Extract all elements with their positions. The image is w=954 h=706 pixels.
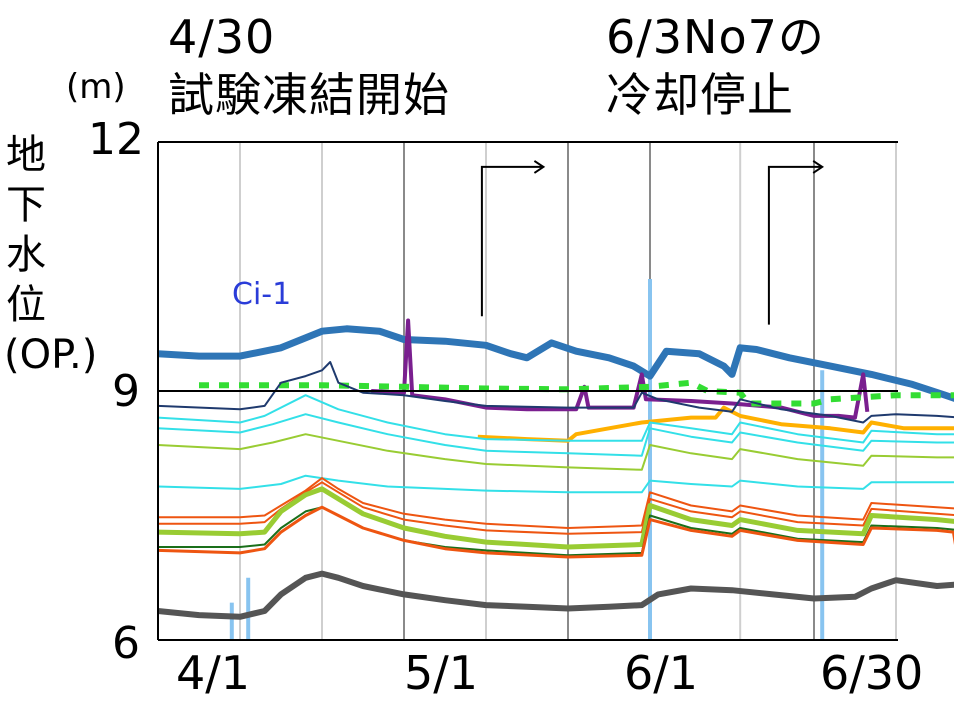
- y-tick-label: 6: [112, 618, 140, 669]
- series-line: [157, 413, 954, 457]
- y-axis-title: 地下水位(OP.): [4, 132, 98, 378]
- series-line-ci-1: [157, 325, 954, 402]
- series-line: [157, 361, 954, 424]
- event-arrow-line: [767, 165, 823, 325]
- annotation-cooling-date: 6/3No7の: [606, 10, 825, 64]
- series-line: [157, 570, 954, 620]
- event-arrow-head: [533, 160, 546, 174]
- event-arrow-head: [812, 160, 825, 174]
- event-arrows: [480, 160, 825, 325]
- x-tick-label: 4/1: [176, 646, 251, 700]
- rainfall-markers: [229, 278, 825, 640]
- series-layer: [157, 318, 954, 620]
- series-line: [157, 486, 954, 550]
- x-tick-label: 5/1: [404, 646, 479, 700]
- y-tick-label: 9: [112, 366, 140, 417]
- annotation-cooling-stop: 冷却停止: [606, 68, 794, 122]
- y-tick-label: 12: [88, 114, 144, 165]
- series-line: [157, 474, 954, 494]
- unit-label: (m): [66, 67, 126, 107]
- x-tick-label: 6/30: [820, 646, 924, 700]
- annotation-freeze-start: 試験凍結開始: [168, 68, 450, 122]
- series-line: [157, 394, 954, 444]
- x-tick-label: 6/1: [624, 646, 699, 700]
- annotation-freeze-date: 4/30: [168, 10, 276, 64]
- axis-layer: [157, 141, 898, 641]
- series-line: [157, 433, 954, 471]
- series-line: [477, 405, 954, 443]
- event-arrow-line: [480, 165, 544, 317]
- series-line: [157, 505, 954, 559]
- series-line: [158, 506, 954, 557]
- series-label-ci-1: Ci-1: [232, 277, 292, 312]
- series-line: [199, 379, 954, 407]
- series-line: [158, 477, 954, 529]
